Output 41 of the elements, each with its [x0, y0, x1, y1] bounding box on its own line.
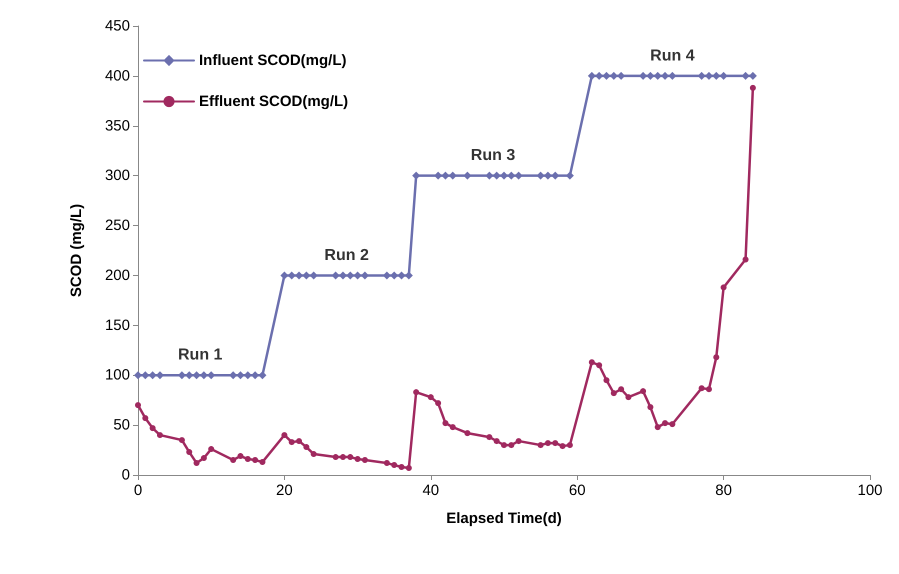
y-tick-label: 100 — [104, 366, 130, 384]
legend-label: Influent SCOD(mg/L) — [199, 52, 346, 69]
point — [346, 271, 354, 280]
y-tick-label: 300 — [104, 167, 130, 184]
annotation: Run 4 — [650, 47, 695, 64]
point — [280, 271, 288, 280]
annotation: Run 2 — [324, 246, 369, 264]
point — [134, 371, 142, 380]
y-tick-label: 250 — [104, 217, 130, 234]
y-tick-label: 200 — [104, 266, 130, 284]
point — [500, 172, 508, 180]
y-axis-title: SCOD (mg/L) — [68, 204, 85, 298]
point — [310, 271, 318, 280]
point — [288, 271, 296, 280]
x-tick-label: 40 — [422, 482, 440, 499]
point — [712, 72, 720, 80]
point — [654, 72, 662, 80]
point — [390, 271, 398, 280]
point — [595, 72, 604, 80]
annotation: Run 1 — [178, 346, 223, 364]
x-axis-title: Elapsed Time(d) — [446, 510, 562, 527]
y-tick-label: 50 — [113, 416, 130, 434]
y-tick-label: 350 — [104, 117, 130, 134]
point — [588, 72, 596, 80]
legend-label: Effluent SCOD(mg/L) — [199, 93, 348, 110]
point — [551, 172, 560, 180]
x-tick-label: 60 — [568, 482, 586, 499]
annotation: Run 3 — [470, 147, 516, 164]
point — [492, 172, 501, 180]
x-tick-label: 20 — [276, 482, 293, 499]
point — [448, 172, 457, 180]
x-tick-label: 80 — [715, 482, 732, 499]
y-tick-label: 0 — [122, 466, 130, 484]
x-tick-label: 0 — [134, 482, 142, 499]
x-tick-label: 100 — [857, 482, 883, 499]
point — [507, 172, 516, 180]
point — [412, 172, 420, 180]
y-tick-label: 400 — [104, 67, 130, 84]
point — [610, 72, 618, 80]
y-tick-label: 150 — [104, 316, 130, 334]
y-tick-label: 450 — [104, 18, 130, 34]
